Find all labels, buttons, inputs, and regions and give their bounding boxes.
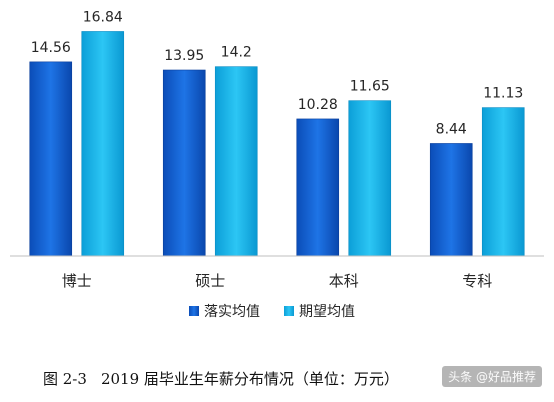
data-label: 13.95 bbox=[164, 48, 204, 64]
data-label: 8.44 bbox=[436, 121, 467, 137]
legend-swatch-0 bbox=[189, 306, 199, 316]
legend-label-1: 期望均值 bbox=[299, 304, 355, 320]
bar-expected-3 bbox=[481, 107, 525, 257]
figure-number: 图 2-3 bbox=[43, 370, 87, 388]
data-label: 14.56 bbox=[31, 40, 71, 56]
bar-actual-3 bbox=[429, 143, 473, 257]
bar-chart: 14.56 16.84 13.95 14.2 10.28 11.65 8.44 11.13 博… bbox=[10, 9, 544, 320]
legend: 落实均值 期望均值 bbox=[189, 304, 355, 320]
category-label: 硕士 bbox=[195, 272, 225, 290]
legend-label-0: 落实均值 bbox=[204, 304, 260, 320]
data-label: 11.13 bbox=[483, 86, 523, 102]
bar-expected-0 bbox=[81, 31, 125, 257]
bar-actual-0 bbox=[29, 61, 73, 257]
bar-expected-2 bbox=[348, 100, 392, 257]
data-label: 14.2 bbox=[221, 45, 252, 61]
data-label: 16.84 bbox=[83, 9, 123, 25]
data-label: 11.65 bbox=[350, 79, 390, 95]
figure-caption: 图 2-3 2019 届毕业生年薪分布情况（单位：万元） bbox=[43, 368, 543, 389]
bar-actual-2 bbox=[296, 118, 340, 257]
category-label: 专科 bbox=[462, 272, 492, 290]
data-label: 10.28 bbox=[298, 97, 338, 113]
bar-actual-1 bbox=[162, 69, 206, 257]
legend-swatch-1 bbox=[284, 306, 294, 316]
bar-expected-1 bbox=[214, 66, 258, 257]
category-label: 博士 bbox=[62, 272, 92, 290]
caption-text: 2019 届毕业生年薪分布情况（单位：万元） bbox=[100, 370, 399, 388]
category-label: 本科 bbox=[329, 272, 359, 290]
watermark: 头条 @好品推荐 bbox=[442, 366, 542, 387]
